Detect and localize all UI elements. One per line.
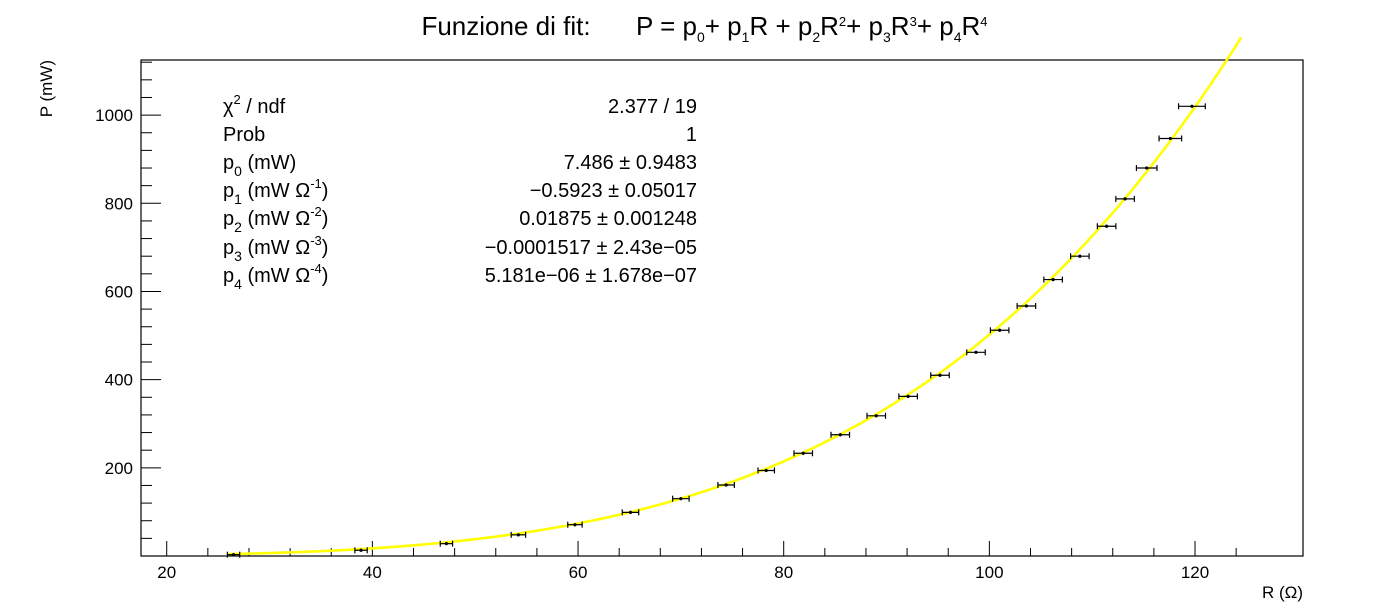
data-point xyxy=(717,482,735,489)
chart-title-prefix: Funzione di fit: xyxy=(421,11,590,41)
data-point xyxy=(567,521,583,528)
stats-value: 2.377 / 19 xyxy=(608,96,697,118)
data-point xyxy=(1096,223,1117,230)
data-point xyxy=(1177,103,1206,110)
data-point xyxy=(757,467,776,474)
chart-title-formula: P = p0+ p1R + p2R2+ p3R3+ p4R4 xyxy=(636,11,988,45)
stats-value: 5.181e−06 ± 1.678e−07 xyxy=(485,265,697,287)
data-point xyxy=(1016,303,1037,310)
data-points xyxy=(226,103,1206,558)
stats-label: p1 (mW Ω-1) xyxy=(223,176,328,207)
data-point xyxy=(510,531,527,538)
x-tick-label: 60 xyxy=(569,563,588,582)
x-axis: 20 40 60 80 100 120 xyxy=(157,541,1237,582)
x-tick-label: 80 xyxy=(774,563,793,582)
data-point xyxy=(1158,135,1183,142)
data-point xyxy=(1115,195,1135,202)
chart-title: Funzione di fit: P = p0+ p1R + p2R2+ p3R3… xyxy=(421,11,987,45)
data-point xyxy=(354,547,368,554)
y-tick-label: 200 xyxy=(105,459,133,478)
y-tick-label: 1000 xyxy=(95,106,133,125)
x-tick-label: 100 xyxy=(975,563,1003,582)
stats-value: 0.01875 ± 0.001248 xyxy=(519,208,697,230)
data-point xyxy=(1043,276,1063,283)
data-point xyxy=(930,372,950,379)
data-point xyxy=(621,509,640,516)
y-tick-label: 600 xyxy=(105,282,133,301)
data-point xyxy=(866,412,887,419)
data-point xyxy=(439,540,454,547)
data-point xyxy=(830,431,851,438)
data-point xyxy=(226,551,241,558)
x-tick-label: 120 xyxy=(1181,563,1209,582)
data-point xyxy=(1069,253,1090,260)
plot-frame xyxy=(140,59,1304,557)
y-axis-label: P (mW) xyxy=(37,60,56,117)
data-point xyxy=(793,450,814,457)
stats-label: p2 (mW Ω-2) xyxy=(223,204,328,235)
stats-label: p0 (mW) xyxy=(223,152,296,179)
y-tick-label: 400 xyxy=(105,371,133,390)
stats-value: −0.5923 ± 0.05017 xyxy=(530,180,697,202)
x-axis-label: R (Ω) xyxy=(1262,583,1303,602)
fit-curve xyxy=(228,36,1243,556)
data-point xyxy=(898,393,918,400)
data-point xyxy=(1135,165,1158,172)
stats-label: Prob xyxy=(223,124,265,146)
x-tick-label: 20 xyxy=(157,563,176,582)
stats-value: −0.0001517 ± 2.43e−05 xyxy=(485,237,697,259)
y-axis: 200 400 600 800 1000 xyxy=(95,61,161,557)
stats-label: p4 (mW Ω-4) xyxy=(223,261,328,292)
data-point xyxy=(966,349,986,356)
stats-value: 7.486 ± 0.9483 xyxy=(564,152,697,174)
stats-label: p3 (mW Ω-3) xyxy=(223,233,328,264)
stats-label: χ2 / ndf xyxy=(223,92,286,118)
data-point xyxy=(989,327,1010,334)
data-point xyxy=(672,495,690,502)
stats-value: 1 xyxy=(686,124,697,146)
x-tick-label: 40 xyxy=(363,563,382,582)
stats-box: χ2 / ndf 2.377 / 19 Prob 1 p0 (mW) 7.486 ± 0.… xyxy=(223,92,697,292)
y-tick-label: 800 xyxy=(105,194,133,213)
